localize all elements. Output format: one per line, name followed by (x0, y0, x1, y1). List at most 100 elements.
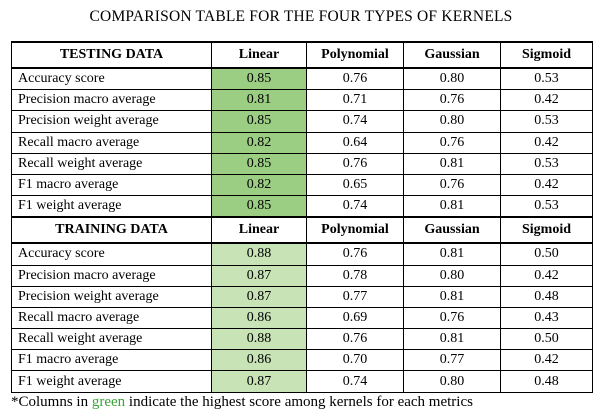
score-cell-linear: 0.85 (211, 67, 307, 91)
table-row: Accuracy score 0.88 0.76 0.81 0.50 (11, 242, 593, 266)
score-cell-sigmoid: 0.42 (500, 349, 593, 372)
table-row: Precision weight average 0.87 0.77 0.81 0.48 (11, 285, 593, 308)
score-cell-linear: 0.87 (211, 285, 307, 308)
score-cell-gaussian: 0.80 (403, 110, 501, 133)
score-cell-gaussian: 0.77 (403, 349, 501, 372)
metric-label: Recall macro average (11, 131, 212, 154)
column-header-sigmoid: Sigmoid (500, 41, 593, 69)
footnote-suffix: indicate the highest score among kernels… (125, 394, 473, 410)
metric-label: Recall weight average (11, 328, 212, 351)
metric-label: Recall weight average (11, 152, 212, 175)
score-cell-gaussian: 0.81 (403, 195, 501, 218)
score-cell-polynomial: 0.76 (306, 152, 404, 175)
score-cell-linear: 0.86 (211, 349, 307, 372)
score-cell-sigmoid: 0.48 (500, 285, 593, 308)
metric-label: F1 macro average (11, 173, 212, 197)
score-cell-linear: 0.85 (211, 110, 307, 133)
metric-label: Precision macro average (11, 264, 212, 287)
metric-label: Accuracy score (11, 242, 212, 266)
score-cell-polynomial: 0.65 (306, 173, 404, 197)
score-cell-gaussian: 0.81 (403, 285, 501, 308)
column-header-gaussian: Gaussian (403, 216, 501, 245)
table-row: Recall macro average 0.82 0.64 0.76 0.42 (11, 131, 593, 154)
score-cell-sigmoid: 0.53 (500, 67, 593, 91)
score-cell-linear: 0.87 (211, 370, 307, 393)
score-cell-sigmoid: 0.42 (500, 264, 593, 287)
section-title-testing: TESTING DATA (11, 41, 212, 69)
score-cell-linear: 0.85 (211, 195, 307, 218)
score-cell-polynomial: 0.78 (306, 264, 404, 287)
score-cell-gaussian: 0.76 (403, 131, 501, 154)
score-cell-gaussian: 0.81 (403, 152, 501, 175)
score-cell-sigmoid: 0.42 (500, 173, 593, 197)
metric-label: Precision weight average (11, 110, 212, 133)
score-cell-sigmoid: 0.42 (500, 89, 593, 112)
footnote-green-word: green (91, 394, 126, 410)
score-cell-gaussian: 0.76 (403, 173, 501, 197)
score-cell-sigmoid: 0.43 (500, 306, 593, 330)
table-row: F1 macro average 0.82 0.65 0.76 0.42 (11, 173, 593, 197)
metric-label: Recall macro average (11, 306, 212, 330)
table-row: Precision macro average 0.87 0.78 0.80 0.42 (11, 264, 593, 287)
table-row: F1 macro average 0.86 0.70 0.77 0.42 (11, 349, 593, 372)
column-header-polynomial: Polynomial (306, 41, 404, 69)
metric-label: F1 weight average (11, 195, 212, 218)
score-cell-polynomial: 0.70 (306, 349, 404, 372)
kernel-comparison-table: TESTING DATA Linear Polynomial Gaussian Sigm… (11, 41, 593, 393)
column-header-linear: Linear (211, 41, 307, 69)
score-cell-sigmoid: 0.50 (500, 328, 593, 351)
score-cell-linear: 0.85 (211, 152, 307, 175)
score-cell-sigmoid: 0.53 (500, 110, 593, 133)
table-row: Precision weight average 0.85 0.74 0.80 0.53 (11, 110, 593, 133)
table-row: Recall weight average 0.85 0.76 0.81 0.53 (11, 152, 593, 175)
footnote: *Columns in green indicate the highest s… (11, 394, 473, 411)
page-title: COMPARISON TABLE FOR THE FOUR TYPES OF K… (89, 8, 513, 25)
score-cell-polynomial: 0.76 (306, 328, 404, 351)
score-cell-polynomial: 0.77 (306, 285, 404, 308)
score-cell-sigmoid: 0.53 (500, 152, 593, 175)
column-header-gaussian: Gaussian (403, 41, 501, 69)
score-cell-gaussian: 0.80 (403, 264, 501, 287)
score-cell-polynomial: 0.69 (306, 306, 404, 330)
score-cell-linear: 0.87 (211, 264, 307, 287)
score-cell-gaussian: 0.76 (403, 89, 501, 112)
score-cell-sigmoid: 0.53 (500, 195, 593, 218)
metric-label: Precision macro average (11, 89, 212, 112)
footnote-prefix: *Columns in (11, 394, 92, 410)
section-title-training: TRAINING DATA (11, 216, 212, 245)
score-cell-sigmoid: 0.48 (500, 370, 593, 393)
table-body: TESTING DATA Linear Polynomial Gaussian Sigm… (11, 41, 593, 393)
score-cell-polynomial: 0.74 (306, 110, 404, 133)
score-cell-linear: 0.88 (211, 328, 307, 351)
metric-label: Accuracy score (11, 67, 212, 91)
score-cell-gaussian: 0.76 (403, 306, 501, 330)
score-cell-sigmoid: 0.50 (500, 242, 593, 266)
metric-label: F1 macro average (11, 349, 212, 372)
score-cell-linear: 0.82 (211, 131, 307, 154)
table-row: Recall macro average 0.86 0.69 0.76 0.43 (11, 306, 593, 330)
column-header-polynomial: Polynomial (306, 216, 404, 245)
score-cell-polynomial: 0.71 (306, 89, 404, 112)
section-header-row-testing: TESTING DATA Linear Polynomial Gaussian Sigm… (11, 41, 593, 69)
score-cell-gaussian: 0.80 (403, 67, 501, 91)
score-cell-linear: 0.88 (211, 242, 307, 266)
score-cell-linear: 0.81 (211, 89, 307, 112)
metric-label: F1 weight average (11, 370, 212, 393)
score-cell-gaussian: 0.81 (403, 242, 501, 266)
table-row: Recall weight average 0.88 0.76 0.81 0.50 (11, 328, 593, 351)
score-cell-polynomial: 0.74 (306, 370, 404, 393)
table-row: Precision macro average 0.81 0.71 0.76 0.42 (11, 89, 593, 112)
score-cell-polynomial: 0.74 (306, 195, 404, 218)
score-cell-polynomial: 0.76 (306, 242, 404, 266)
score-cell-polynomial: 0.76 (306, 67, 404, 91)
score-cell-sigmoid: 0.42 (500, 131, 593, 154)
column-header-linear: Linear (211, 216, 307, 245)
score-cell-linear: 0.86 (211, 306, 307, 330)
score-cell-gaussian: 0.81 (403, 328, 501, 351)
column-header-sigmoid: Sigmoid (500, 216, 593, 245)
score-cell-gaussian: 0.80 (403, 370, 501, 393)
section-header-row-training: TRAINING DATA Linear Polynomial Gaussian Sig… (11, 216, 593, 245)
score-cell-polynomial: 0.64 (306, 131, 404, 154)
table-row: F1 weight average 0.85 0.74 0.81 0.53 (11, 195, 593, 218)
table-row: Accuracy score 0.85 0.76 0.80 0.53 (11, 67, 593, 91)
